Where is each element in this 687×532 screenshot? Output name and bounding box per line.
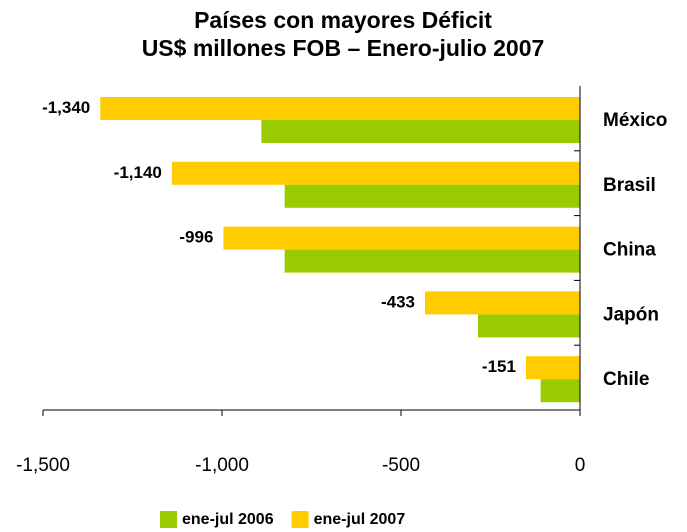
chart-subtitle: US$ millones FOB – Enero-julio 2007 (142, 35, 545, 61)
bar (525, 356, 580, 380)
x-tick-label: -500 (382, 455, 420, 476)
legend-swatch (291, 511, 309, 528)
category-label: México (603, 110, 667, 131)
category-label: Chile (603, 369, 649, 390)
bar (223, 226, 580, 250)
x-tick-label: 0 (575, 455, 586, 476)
bar (171, 161, 580, 185)
bar (284, 249, 580, 273)
data-label: -151 (482, 357, 516, 376)
legend-label: ene-jul 2007 (314, 511, 406, 528)
bar (477, 314, 580, 338)
bar (424, 291, 580, 315)
data-label: -996 (179, 228, 213, 247)
data-label: -433 (381, 292, 415, 311)
category-label: Japón (603, 304, 659, 325)
category-label: Brasil (603, 175, 656, 196)
chart-title: Países con mayores Déficit (194, 7, 492, 33)
bar (540, 379, 580, 403)
data-label: -1,340 (42, 98, 90, 117)
legend-swatch (160, 511, 177, 528)
x-tick-label: -1,000 (195, 455, 249, 476)
x-tick-label: -1,500 (16, 455, 70, 476)
bar (100, 97, 580, 120)
data-label: -1,140 (114, 163, 162, 182)
legend-label: ene-jul 2006 (182, 511, 274, 528)
bar (261, 120, 580, 143)
bar (284, 184, 580, 208)
category-label: China (603, 240, 656, 261)
